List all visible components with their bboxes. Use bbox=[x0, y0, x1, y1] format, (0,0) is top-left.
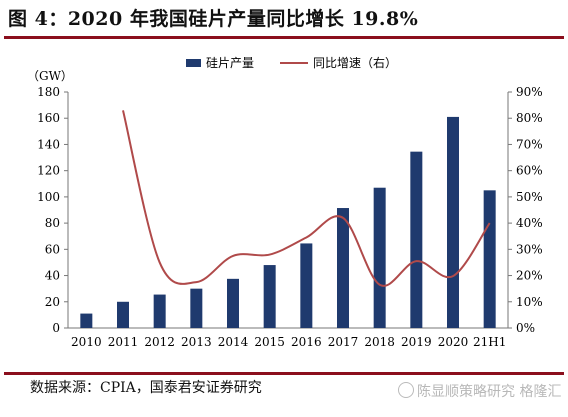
figure-title: 图 4：2020 年我国硅片产量同比增长 19.8% bbox=[8, 8, 419, 30]
bar-2010 bbox=[80, 313, 93, 328]
y2-tick-label: 20% bbox=[516, 269, 543, 283]
x-tick-label: 2018 bbox=[364, 335, 395, 349]
x-tick-label: 21H1 bbox=[473, 335, 506, 349]
x-tick-label: 2015 bbox=[254, 335, 285, 349]
y2-tick-label: 70% bbox=[516, 137, 543, 151]
x-tick-label: 2013 bbox=[181, 335, 212, 349]
x-tick-label: 2020 bbox=[438, 335, 469, 349]
bar-2016 bbox=[300, 243, 313, 328]
growth-line-group bbox=[122, 110, 491, 287]
wechat-icon bbox=[398, 382, 414, 398]
y-tick-label: 80 bbox=[45, 216, 60, 230]
legend-swatch-bar bbox=[186, 59, 201, 67]
bar-2018 bbox=[373, 187, 386, 328]
y2-tick-label: 0% bbox=[516, 321, 535, 335]
y2-tick-label: 60% bbox=[516, 164, 543, 178]
y-tick-label: 20 bbox=[45, 295, 60, 309]
y2-tick-label: 40% bbox=[516, 216, 543, 230]
y-tick-label: 40 bbox=[45, 269, 60, 283]
y-tick-label: 100 bbox=[37, 190, 60, 204]
y2-tick-label: 90% bbox=[516, 85, 543, 99]
chart: 硅片产量 同比增速（右） （GW） 0 20 40 60 80 100 120 140 160 1… bbox=[27, 55, 543, 349]
top-divider bbox=[4, 36, 564, 39]
legend: 硅片产量 同比增速（右） bbox=[186, 55, 397, 70]
watermark: 陈显顺策略研究 格隆汇 bbox=[398, 381, 561, 401]
y-unit-label: （GW） bbox=[27, 69, 73, 83]
y-tick-label: 140 bbox=[37, 137, 60, 151]
bar-21H1 bbox=[483, 190, 496, 328]
watermark-text: 陈显顺策略研究 格隆汇 bbox=[417, 384, 562, 400]
y-tick-label: 60 bbox=[45, 242, 60, 256]
bar-2011 bbox=[117, 301, 129, 328]
legend-label-bar: 硅片产量 bbox=[206, 56, 254, 70]
bar-2014 bbox=[227, 278, 239, 328]
x-tick-label: 2012 bbox=[144, 335, 175, 349]
x-tick-label: 2016 bbox=[291, 335, 322, 349]
y2-tick-label: 80% bbox=[516, 111, 543, 125]
y2-tick-label: 50% bbox=[516, 190, 543, 204]
bars bbox=[80, 116, 496, 329]
x-tick-label: 2019 bbox=[401, 335, 432, 349]
x-tick-label: 2011 bbox=[108, 335, 139, 349]
bar-2020 bbox=[447, 116, 459, 329]
bar-2017 bbox=[337, 208, 349, 328]
x-tick-label: 2014 bbox=[218, 335, 249, 349]
legend-label-line: 同比增速（右） bbox=[313, 55, 397, 70]
bottom-divider bbox=[4, 372, 564, 375]
axes: 0 20 40 60 80 100 120 140 160 180 0% 10% 20% 30% 40% 50… bbox=[37, 85, 543, 335]
bar-2013 bbox=[190, 288, 203, 328]
bar-2012 bbox=[153, 294, 166, 328]
y-tick-label: 120 bbox=[37, 164, 60, 178]
y2-tick-label: 10% bbox=[516, 295, 543, 309]
x-tick-label: 2010 bbox=[71, 335, 102, 349]
y2-tick-label: 30% bbox=[516, 242, 543, 256]
x-tick-labels: 2010 2011 2012 2013 2014 2015 2016 2017 2018 2019… bbox=[71, 335, 506, 349]
y-tick-label: 180 bbox=[37, 85, 60, 99]
bar-2019 bbox=[410, 151, 423, 328]
y-tick-label: 0 bbox=[52, 321, 60, 335]
data-source: 数据来源：CPIA，国泰君安证券研究 bbox=[30, 380, 262, 396]
y-tick-label: 160 bbox=[37, 111, 60, 125]
growth-rate-line bbox=[122, 110, 491, 287]
bar-2015 bbox=[263, 265, 276, 328]
x-tick-label: 2017 bbox=[328, 335, 359, 349]
